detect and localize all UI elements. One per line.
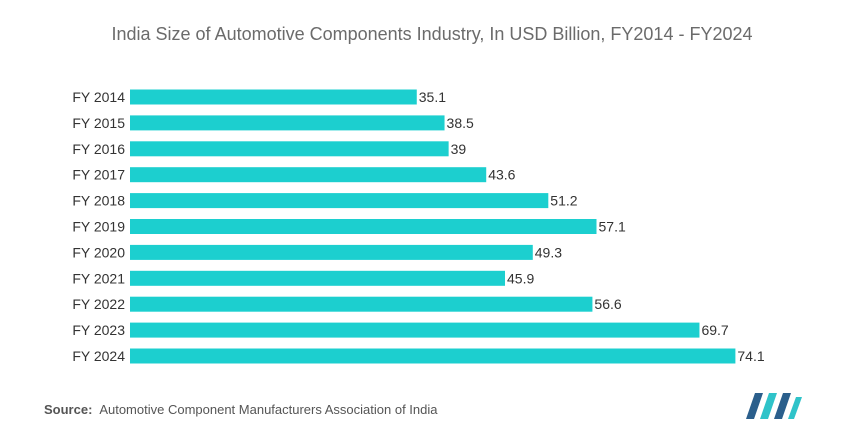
category-label: FY 2017 (72, 167, 125, 183)
value-label: 38.5 (447, 115, 474, 131)
bar (130, 322, 700, 338)
value-label: 57.1 (599, 219, 626, 235)
bars-group: FY 2014 35.1 FY 2015 38.5 FY 2016 39 FY 2017 43… (72, 89, 765, 364)
value-label: 56.6 (594, 296, 621, 312)
category-label: FY 2016 (72, 141, 125, 157)
bar-chart: FY 2014 35.1 FY 2015 38.5 FY 2016 39 FY 2017 43… (72, 89, 765, 364)
bar (130, 89, 417, 105)
bar (130, 244, 533, 260)
category-label: FY 2022 (72, 296, 125, 312)
value-label: 43.6 (488, 167, 515, 183)
chart-title: India Size of Automotive Components Indu… (111, 24, 753, 44)
source-text: Automotive Component Manufacturers Assoc… (99, 402, 438, 417)
value-label: 51.2 (550, 193, 577, 209)
category-label: FY 2023 (72, 322, 125, 338)
value-label: 35.1 (419, 89, 446, 105)
value-label: 39 (451, 141, 467, 157)
category-label: FY 2014 (72, 89, 125, 105)
bar (130, 115, 445, 131)
category-label: FY 2019 (72, 219, 125, 235)
bar (130, 167, 487, 183)
value-label: 69.7 (701, 322, 728, 338)
category-label: FY 2020 (72, 244, 125, 260)
bar (130, 141, 449, 157)
source-note: Source: Automotive Component Manufacture… (44, 402, 438, 417)
category-label: FY 2021 (72, 270, 125, 286)
source-label: Source: (44, 402, 93, 417)
category-label: FY 2015 (72, 115, 125, 131)
bar (130, 348, 736, 364)
bar (130, 219, 597, 234)
value-label: 45.9 (507, 270, 534, 286)
category-label: FY 2018 (72, 193, 125, 209)
category-label: FY 2024 (72, 348, 125, 364)
bar (130, 296, 593, 312)
value-label: 49.3 (535, 244, 562, 260)
mordor-intelligence-logo-icon (746, 393, 802, 419)
value-label: 74.1 (737, 348, 764, 364)
bar (130, 270, 506, 286)
bar (130, 193, 549, 209)
